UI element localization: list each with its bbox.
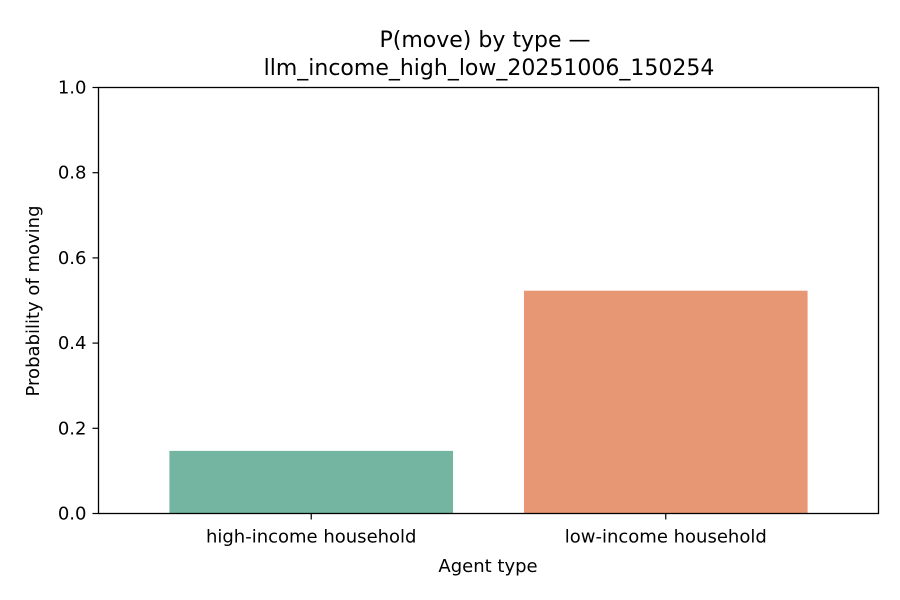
y-tick-label: 0.2 [58,418,87,439]
x-tick-label: high-income household [206,527,417,548]
bars-group [169,290,808,514]
bar-1 [169,450,454,514]
chart-subtitle: llm_income_high_low_20251006_150254 [264,56,715,81]
y-tick-label: 0.8 [58,163,87,184]
y-tick-label: 1.0 [58,78,87,99]
x-axis-label: Agent type [438,556,537,577]
x-axis: high-income household low-income househol… [206,513,767,548]
y-tick-label: 0.4 [58,333,87,354]
y-tick-label: 0.0 [58,504,87,525]
plot-frame [97,86,880,515]
y-tick-label: 0.6 [58,248,87,269]
y-axis: 0.0 0.2 0.4 0.6 0.8 1.0 [58,78,99,525]
bar-2 [523,290,808,514]
chart-title: P(move) by type — [380,28,591,53]
x-tick-label: low-income household [565,527,767,548]
y-axis-label: Probability of moving [23,206,44,397]
